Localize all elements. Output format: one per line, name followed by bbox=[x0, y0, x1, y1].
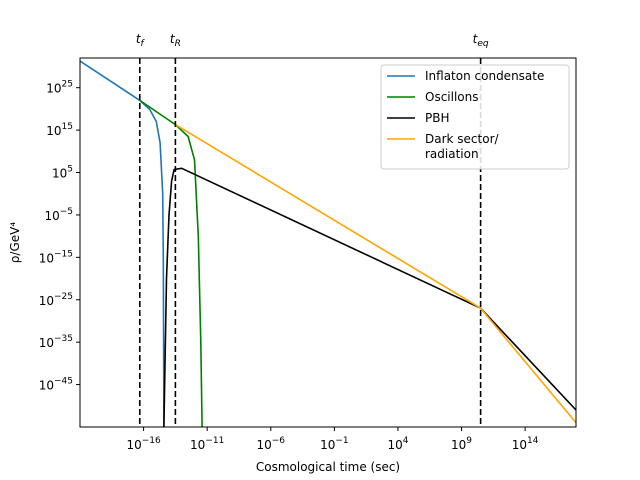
x-tick-label-4-exp: 4 bbox=[403, 436, 409, 446]
x-tick-label-2-base: 10 bbox=[256, 438, 271, 452]
legend: Inflaton condensate Oscillons PBH Dark sect… bbox=[380, 64, 570, 170]
legend-box bbox=[380, 64, 570, 170]
vline-layer: tf tR teq bbox=[136, 32, 489, 427]
y-tick-label-2: 105 bbox=[52, 165, 73, 181]
y-tick-label-5-exp: −25 bbox=[54, 292, 73, 302]
x-tick-label-0-base: 10 bbox=[126, 438, 141, 452]
legend-label-3-line-0: Dark sector/ bbox=[425, 132, 500, 146]
x-tick-label-3: 10−1 bbox=[320, 436, 349, 452]
x-tick-label-1: 10−11 bbox=[190, 436, 224, 452]
legend-label-1-line-0: Oscillons bbox=[425, 90, 479, 104]
vline-label-0: tf bbox=[136, 32, 146, 49]
x-tick-label-6-base: 10 bbox=[512, 438, 527, 452]
y-tick-label-2-base: 10 bbox=[52, 167, 67, 181]
vline-label-2: teq bbox=[473, 32, 489, 49]
y-tick-label-3-base: 10 bbox=[44, 209, 59, 223]
x-tick-label-4: 104 bbox=[387, 436, 408, 452]
series-line-2 bbox=[163, 167, 576, 427]
x-tick-label-5-exp: 9 bbox=[466, 436, 472, 446]
legend-label-3: Dark sector/radiation bbox=[425, 132, 500, 161]
legend-label-3-line-1: radiation bbox=[425, 147, 479, 161]
x-tick-label-3-exp: −1 bbox=[335, 436, 348, 446]
x-tick-label-4-base: 10 bbox=[387, 438, 402, 452]
y-tick-label-6: 10−35 bbox=[39, 334, 73, 350]
x-tick-label-3-base: 10 bbox=[320, 438, 335, 452]
y-tick-label-0-base: 10 bbox=[46, 82, 61, 96]
x-tick-label-0-exp: −16 bbox=[142, 436, 161, 446]
y-tick-label-1: 1015 bbox=[46, 122, 73, 138]
y-tick-label-0: 1025 bbox=[46, 80, 73, 96]
x-tick-label-1-base: 10 bbox=[190, 438, 205, 452]
legend-label-2: PBH bbox=[425, 111, 450, 125]
y-tick-label-3-exp: −5 bbox=[60, 207, 73, 217]
legend-label-0-line-0: Inflaton condensate bbox=[425, 69, 544, 83]
y-tick-label-7-base: 10 bbox=[39, 379, 54, 393]
x-tick-label-2-exp: −6 bbox=[272, 436, 286, 446]
x-tick-label-6-exp: 14 bbox=[527, 436, 539, 446]
y-tick-label-0-exp: 25 bbox=[62, 80, 73, 90]
y-tick-label-1-base: 10 bbox=[46, 124, 61, 138]
legend-label-1: Oscillons bbox=[425, 90, 479, 104]
vline-label-1-base: t bbox=[170, 32, 176, 46]
vline-label-1-sub: R bbox=[175, 39, 181, 49]
x-tick-label-5: 109 bbox=[451, 436, 472, 452]
y-tick-label-4: 10−15 bbox=[39, 249, 73, 265]
y-axis-label: ρ/GeV⁴ bbox=[8, 222, 22, 264]
y-tick-label-6-base: 10 bbox=[39, 336, 54, 350]
vline-label-0-sub: f bbox=[141, 39, 146, 49]
y-tick-label-3: 10−5 bbox=[44, 207, 73, 223]
vline-label-1: tR bbox=[170, 32, 181, 49]
y-tick-label-4-base: 10 bbox=[39, 251, 54, 265]
y-tick-label-5-base: 10 bbox=[39, 294, 54, 308]
plot-frame bbox=[79, 57, 577, 428]
y-tick-label-4-exp: −15 bbox=[54, 249, 73, 259]
x-tick-label-1-exp: −11 bbox=[205, 436, 224, 446]
x-tick-label-2: 10−6 bbox=[256, 436, 285, 452]
y-tick-label-6-exp: −35 bbox=[54, 334, 73, 344]
x-tick-label-0: 10−16 bbox=[126, 436, 161, 452]
vline-label-2-base: t bbox=[473, 32, 479, 46]
y-tick-label-7: 10−45 bbox=[39, 377, 73, 393]
y-tick-label-2-exp: 5 bbox=[67, 165, 73, 175]
x-axis-label: Cosmological time (sec) bbox=[256, 460, 400, 474]
x-tick-label-5-base: 10 bbox=[451, 438, 466, 452]
legend-label-2-line-0: PBH bbox=[425, 111, 450, 125]
x-tick-label-6: 1014 bbox=[512, 436, 539, 452]
x-axis-ticks: 10−16 10−11 10−6 10−1 104 109 1014 bbox=[126, 427, 539, 452]
legend-label-0: Inflaton condensate bbox=[425, 69, 544, 83]
vline-label-2-sub: eq bbox=[477, 39, 489, 49]
y-tick-label-5: 10−25 bbox=[39, 292, 73, 308]
series-line-3 bbox=[174, 123, 576, 424]
y-tick-label-7-exp: −45 bbox=[54, 377, 73, 387]
y-tick-label-1-exp: 15 bbox=[62, 122, 73, 132]
vline-label-0-base: t bbox=[136, 32, 142, 46]
